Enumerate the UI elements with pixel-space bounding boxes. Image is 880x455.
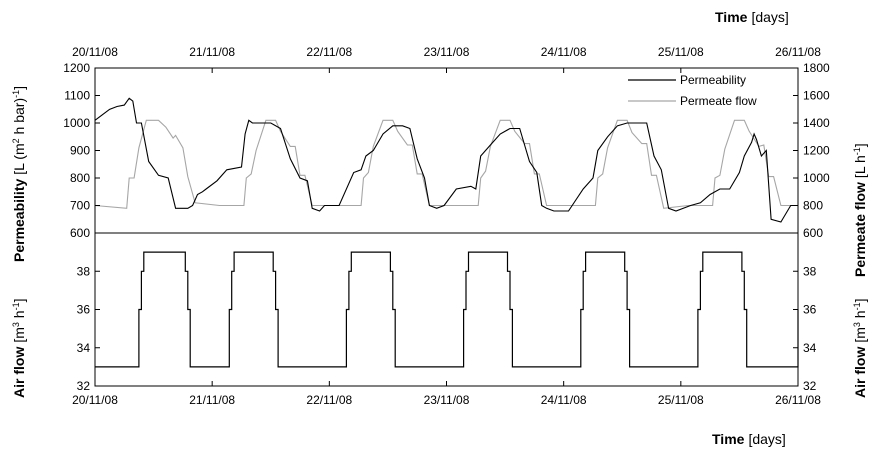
- top-time-axis-title-word: Time: [715, 9, 748, 25]
- air-flow-axis-unit-left-5: ]: [11, 298, 27, 302]
- y-tick-label-right-top: 1400: [803, 116, 830, 130]
- y-tick-label-right-bottom: 38: [803, 264, 817, 278]
- air-flow-axis-title-left-word: Air flow: [11, 347, 27, 398]
- y-tick-label-left-top: 1000: [63, 116, 90, 130]
- y-tick-label-left-top: 700: [70, 199, 90, 213]
- air-flow-axis-title-right: Air flow [m3 h-1]: [852, 298, 868, 398]
- air-flow-axis-title-right-word: Air flow: [852, 347, 868, 398]
- y-tick-label-right-top: 1200: [803, 144, 830, 158]
- series-line-permeate-flow: [94, 119, 798, 209]
- bottom-time-axis-unit: [days]: [748, 431, 785, 447]
- x-tick-label-top: 20/11/08: [72, 45, 118, 59]
- air-flow-axis-unit-right-3: h: [852, 310, 868, 322]
- x-tick-label-bottom: 25/11/08: [658, 393, 704, 407]
- air-flow-axis-unit-right-1: [m: [852, 327, 868, 343]
- y-tick-label-right-top: 1800: [803, 61, 830, 75]
- y-tick-label-right-top: 1000: [803, 171, 830, 185]
- y-tick-label-right-top: 1600: [803, 89, 830, 103]
- permeate-flow-axis-unit-3: ]: [852, 143, 868, 147]
- y-tick-label-left-bottom: 38: [77, 264, 91, 278]
- air-flow-axis-unit-left-2: 3: [11, 322, 21, 327]
- air-flow-axis-unit-right-4: -1: [852, 302, 862, 310]
- permeability-axis-unit-3: h bar): [11, 98, 27, 138]
- y-tick-label-right-top: 800: [803, 199, 823, 213]
- air-flow-axis-title-left: Air flow [m3 h-1]: [11, 298, 27, 398]
- bottom-plot-frame: [94, 232, 799, 387]
- permeability-axis-unit-5: ]: [11, 86, 27, 90]
- permeability-axis-unit-2: 2: [11, 138, 21, 143]
- permeate-flow-axis-unit-2: -1: [852, 147, 862, 155]
- x-tick-label-bottom: 21/11/08: [189, 393, 235, 407]
- y-tick-label-right-bottom: 32: [803, 379, 817, 393]
- y-tick-label-right-top: 600: [803, 226, 823, 240]
- permeability-axis-unit-1: [L (m: [11, 143, 27, 174]
- legend: Permeability Permeate flow: [628, 73, 757, 108]
- y-tick-label-left-top: 800: [70, 171, 90, 185]
- legend-label-permeate-flow: Permeate flow: [680, 94, 757, 108]
- permeate-flow-axis-title-word: Permeate flow: [852, 182, 868, 277]
- x-tick-label-top: 22/11/08: [306, 45, 352, 59]
- top-time-axis-title: Time [days]: [715, 9, 789, 25]
- x-tick-label-top: 24/11/08: [541, 45, 587, 59]
- permeability-axis-unit-4: -1: [11, 90, 21, 98]
- series-line-permeability: [94, 97, 798, 223]
- air-flow-axis-unit-left-4: -1: [11, 302, 21, 310]
- x-tick-label-bottom: 24/11/08: [541, 393, 587, 407]
- permeability-axis-title-word: Permeability: [11, 179, 27, 262]
- x-tick-label-bottom: 26/11/08: [775, 393, 821, 407]
- legend-label-permeability: Permeability: [680, 73, 746, 87]
- y-tick-label-left-top: 600: [70, 226, 90, 240]
- air-flow-axis-unit-right-5: ]: [852, 298, 868, 302]
- x-tick-label-bottom: 23/11/08: [424, 393, 470, 407]
- bottom-panel: 20/11/08 21/11/08 22/11/08 23/11/08 24/11/08…: [72, 232, 821, 407]
- y-tick-label-left-bottom: 34: [77, 341, 91, 355]
- air-flow-axis-unit-left-1: [m: [11, 327, 27, 343]
- y-tick-label-left-top: 1100: [64, 89, 90, 103]
- bottom-time-axis-title-word: Time: [712, 431, 745, 447]
- y-tick-label-left-bottom: 36: [77, 303, 91, 317]
- top-time-axis-unit: [days]: [751, 9, 788, 25]
- x-tick-label-top: 26/11/08: [775, 45, 821, 59]
- series-line-air-flow: [95, 251, 799, 368]
- permeability-axis-title: Permeability [L (m2 h bar)-1]: [11, 86, 27, 262]
- permeate-flow-axis-unit-1: [L h: [852, 155, 868, 178]
- x-tick-label-bottom: 22/11/08: [306, 393, 352, 407]
- y-tick-label-left-bottom: 32: [77, 379, 91, 393]
- y-tick-label-right-bottom: 34: [803, 341, 817, 355]
- x-tick-label-bottom: 20/11/08: [72, 393, 118, 407]
- y-tick-label-right-bottom: 36: [803, 303, 817, 317]
- air-flow-axis-unit-right-2: 3: [852, 322, 862, 327]
- top-plot-frame: [94, 67, 799, 234]
- permeate-flow-axis-title: Permeate flow [L h-1]: [852, 143, 868, 277]
- y-tick-label-left-top: 900: [70, 144, 90, 158]
- air-flow-axis-unit-left-3: h: [11, 310, 27, 322]
- x-tick-label-top: 25/11/08: [658, 45, 704, 59]
- y-tick-label-left-top: 1200: [63, 61, 90, 75]
- bottom-time-axis-title: Time [days]: [712, 431, 786, 447]
- x-tick-label-top: 23/11/08: [424, 45, 470, 59]
- x-tick-label-top: 21/11/08: [189, 45, 235, 59]
- top-panel: 20/11/08 21/11/08 22/11/08 23/11/08 24/11/08…: [63, 45, 830, 240]
